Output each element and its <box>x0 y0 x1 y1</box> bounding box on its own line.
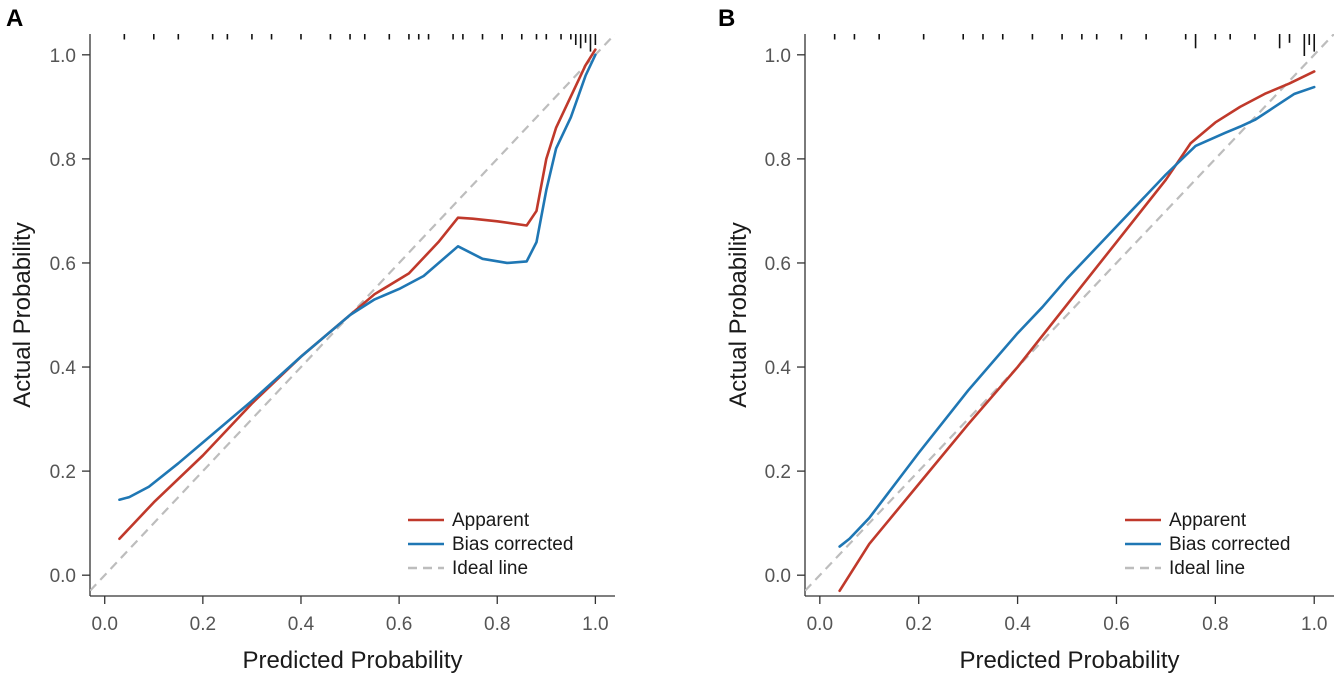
x-axis-title: Predicted Probability <box>959 647 1179 674</box>
x-tick-label: 0.0 <box>807 614 833 635</box>
legend-label-ideal-line: Ideal line <box>1169 558 1245 579</box>
panel-label: B <box>718 5 735 32</box>
legend-label-bias-corrected: Bias corrected <box>1169 534 1290 555</box>
y-tick-label: 0.0 <box>765 566 791 587</box>
y-axis-title: Actual Probability <box>9 222 36 407</box>
legend: Apparent Bias corrected Ideal line <box>408 510 573 579</box>
x-tick-label: 0.4 <box>288 614 315 635</box>
x-tick-label: 0.2 <box>190 614 216 635</box>
y-tick-label: 0.8 <box>50 150 76 171</box>
legend: Apparent Bias corrected Ideal line <box>1125 510 1290 579</box>
x-tick-label: 1.0 <box>1301 614 1327 635</box>
legend-label-ideal-line: Ideal line <box>452 558 528 579</box>
series-bias-corrected <box>118 53 597 502</box>
plot-area <box>90 34 615 592</box>
y-tick-label: 0.4 <box>765 358 792 379</box>
series-bias-corrected <box>838 85 1316 548</box>
y-tick-label: 0.4 <box>50 358 77 379</box>
x-tick-label: 1.0 <box>582 614 608 635</box>
x-tick-label: 0.6 <box>1103 614 1129 635</box>
legend-label-apparent: Apparent <box>452 510 530 531</box>
x-tick-label: 0.8 <box>484 614 510 635</box>
x-axis-title: Predicted Probability <box>242 647 462 674</box>
x-tick-label: 0.0 <box>92 614 118 635</box>
y-tick-label: 0.0 <box>50 566 76 587</box>
panel-label: A <box>6 5 23 32</box>
legend-label-apparent: Apparent <box>1169 510 1247 531</box>
y-tick-label: 0.2 <box>765 462 791 483</box>
series-ideal-line <box>805 34 1334 592</box>
y-tick-label: 0.2 <box>50 462 76 483</box>
x-tick-label: 0.8 <box>1202 614 1228 635</box>
x-tick-label: 0.2 <box>905 614 931 635</box>
x-tick-label: 0.4 <box>1004 614 1031 635</box>
y-tick-label: 0.6 <box>50 254 76 275</box>
panel-a: A 0.0 0.2 0.4 0.6 0.8 1.0 0.0 0.2 0.4 0.6 0.8 1.0 Pre… <box>6 5 615 674</box>
legend-label-bias-corrected: Bias corrected <box>452 534 573 555</box>
y-axis-title: Actual Probability <box>725 222 752 407</box>
x-tick-label: 0.6 <box>386 614 412 635</box>
series-apparent <box>118 48 597 541</box>
panel-b: B 0.0 0.2 0.4 0.6 0.8 1.0 0.0 0.2 0.4 0.6 0.8 1.0 Pre… <box>718 5 1334 674</box>
plot-area <box>805 34 1334 593</box>
series-apparent <box>838 70 1316 593</box>
y-tick-label: 0.8 <box>765 150 791 171</box>
y-tick-label: 1.0 <box>765 46 791 67</box>
y-tick-label: 1.0 <box>50 46 76 67</box>
y-tick-label: 0.6 <box>765 254 791 275</box>
